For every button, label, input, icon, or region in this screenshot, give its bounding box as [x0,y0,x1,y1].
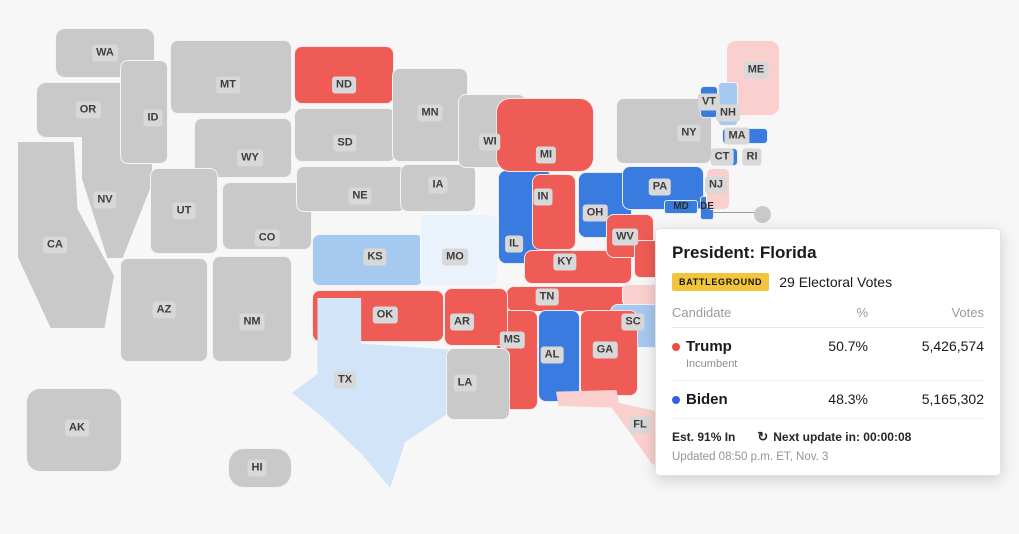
results-table-header: Candidate % Votes [672,305,984,328]
state-label-wy: WY [237,149,263,167]
state-label-co: CO [254,229,280,247]
state-label-nd: ND [332,76,356,94]
state-label-oh: OH [582,204,608,222]
next-update-label: ↻ Next update in: 00:00:08 [757,429,912,444]
biden-party-dot [672,396,680,405]
state-label-ia: IA [428,176,448,194]
est-in-label: Est. 91% In [672,430,736,444]
popup-footer: Est. 91% In ↻ Next update in: 00:00:08 Up… [672,419,984,475]
state-label-la: LA [453,374,477,392]
state-md[interactable] [664,200,698,214]
state-nm[interactable] [212,256,292,362]
state-label-ky: KY [553,253,577,271]
state-label-al: AL [540,346,564,364]
state-label-wi: WI [479,133,501,151]
state-label-hi: HI [247,459,267,477]
state-label-nv: NV [93,191,117,209]
state-label-ks: KS [363,248,387,266]
state-label-ms: MS [499,331,525,349]
state-label-nh: NH [716,104,740,122]
state-label-nj: NJ [704,176,728,194]
candidate-name: Biden [686,391,728,408]
candidate-row-biden: Biden 48.3% 5,165,302 [672,381,984,419]
candidate-row-trump: Trump Incumbent 50.7% 5,426,574 [672,328,984,381]
state-label-wv: WV [612,228,638,246]
state-label-ga: GA [592,341,618,359]
state-results-popup: President: Florida BATTLEGROUND 29 Elect… [655,228,1001,476]
state-label-de: DE [700,201,714,212]
candidate-name: Trump [686,338,732,355]
state-label-ri: RI [742,148,762,166]
state-label-ne: NE [348,187,372,205]
dc-circle[interactable] [754,206,771,223]
state-label-md: MD [673,201,689,212]
electoral-votes: 29 Electoral Votes [779,274,893,290]
candidate-votes: 5,165,302 [921,391,984,407]
state-mn[interactable] [392,68,468,162]
state-label-or: OR [75,101,101,119]
candidate-subtitle: Incumbent [686,358,738,370]
state-label-ok: OK [372,306,398,324]
state-label-sc: SC [621,313,645,331]
state-label-pa: PA [648,178,672,196]
dc-connector-line [712,212,754,213]
state-label-wa: WA [92,44,118,62]
candidate-votes: 5,426,574 [921,338,984,354]
trump-party-dot [672,343,680,352]
state-nd[interactable] [294,46,394,104]
state-label-az: AZ [152,301,176,319]
state-label-ma: MA [724,127,750,145]
col-votes: Votes [951,305,984,320]
battleground-badge: BATTLEGROUND [672,273,770,291]
popup-title: President: Florida [672,243,817,262]
state-label-ut: UT [172,202,196,220]
state-label-nm: NM [239,313,265,331]
candidate-percent: 48.3% [828,391,868,407]
state-label-mi: MI [535,146,557,164]
state-label-ny: NY [677,124,701,142]
state-label-tx: TX [333,371,357,389]
state-label-mt: MT [216,76,240,94]
col-percent: % [856,305,868,320]
updated-timestamp: Updated 08:50 p.m. ET, Nov. 3 [672,451,829,463]
state-hi[interactable] [228,448,292,488]
state-label-mo: MO [442,248,468,266]
state-label-il: IL [505,235,523,253]
state-label-ct: CT [710,148,734,166]
state-label-mn: MN [417,104,443,122]
state-label-in: IN [533,188,553,206]
state-label-sd: SD [333,134,357,152]
col-candidate: Candidate [672,305,732,320]
state-label-vt: VT [697,93,721,111]
state-label-fl: FL [629,416,651,434]
state-label-ar: AR [450,313,474,331]
candidate-percent: 50.7% [828,338,868,354]
state-label-ak: AK [65,419,89,437]
refresh-icon: ↻ [757,429,769,444]
state-label-me: ME [743,61,769,79]
state-label-tn: TN [535,288,559,306]
state-label-id: ID [143,109,163,127]
state-label-ca: CA [43,236,67,254]
state-in[interactable] [532,174,576,250]
